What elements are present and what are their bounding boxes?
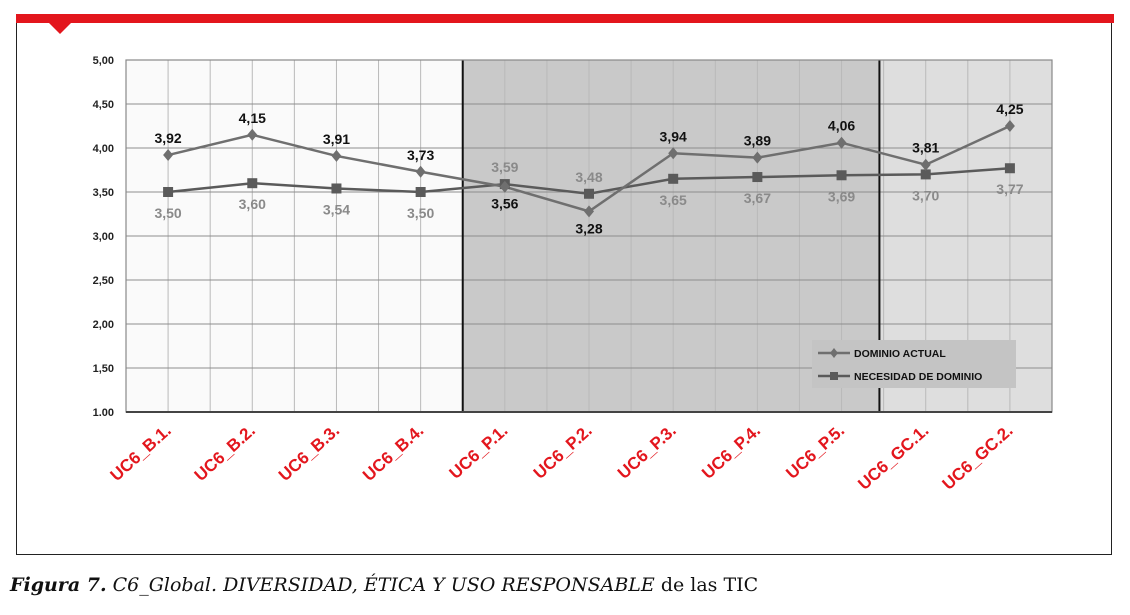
x-tick-label: UC6_P.4. xyxy=(698,421,764,483)
legend-diamond-icon xyxy=(830,348,838,358)
line-chart: 1.00 1,50 2,00 2,50 3,00 3,50 4,00 4,50 5,00 UC6_… xyxy=(93,55,1053,494)
point-necesidad xyxy=(247,178,258,189)
point-necesidad xyxy=(584,188,594,199)
x-tick-label: UC6_P.1. xyxy=(446,421,512,483)
point-dominio xyxy=(752,151,763,164)
y-tick-label: 4,00 xyxy=(93,143,114,155)
data-label-dominio: 3,56 xyxy=(491,196,518,212)
data-label-necesidad: 3,67 xyxy=(744,190,771,206)
point-dominio xyxy=(584,205,594,218)
point-dominio xyxy=(163,149,174,162)
data-label-necesidad: 3,54 xyxy=(323,201,350,217)
y-tick-label: 1.00 xyxy=(93,407,114,419)
data-label-necesidad: 3,50 xyxy=(407,205,434,221)
point-necesidad xyxy=(668,173,679,184)
data-label-dominio: 3,92 xyxy=(154,130,181,146)
y-tick-label: 3,50 xyxy=(93,187,114,199)
point-dominio xyxy=(668,147,679,160)
data-label-necesidad: 3,60 xyxy=(239,196,266,212)
figure-caption: Figura 7. C6_Global. DIVERSIDAD, ÉTICA Y… xyxy=(10,574,758,596)
chart-frame xyxy=(16,23,1112,555)
x-tick-label: UC6_GC.1. xyxy=(854,421,932,494)
point-necesidad xyxy=(331,183,342,194)
figure-title-tail: de las TIC xyxy=(654,574,759,596)
point-necesidad xyxy=(836,170,847,181)
header-red-notch-icon xyxy=(48,22,72,34)
legend-box xyxy=(812,340,1016,388)
data-label-dominio: 4,25 xyxy=(996,101,1023,117)
point-dominio xyxy=(415,165,426,178)
x-tick-label: UC6_P.2. xyxy=(530,421,596,483)
point-necesidad xyxy=(920,169,931,180)
point-dominio xyxy=(499,180,510,193)
point-necesidad xyxy=(1004,163,1015,174)
point-dominio xyxy=(1004,120,1015,132)
x-tick-label: UC6_B.1. xyxy=(107,421,175,485)
x-tick-label: UC6_B.4. xyxy=(359,421,427,485)
figure-label: Figura 7. xyxy=(10,574,107,596)
data-label-dominio: 3,94 xyxy=(660,128,687,144)
point-dominio xyxy=(920,158,931,171)
figure-title: C6_Global. DIVERSIDAD, ÉTICA Y USO RESPO… xyxy=(106,574,655,596)
data-label-dominio: 3,73 xyxy=(407,147,434,163)
point-necesidad xyxy=(415,187,426,197)
data-label-dominio: 3,91 xyxy=(323,131,350,147)
data-label-necesidad: 3,70 xyxy=(912,187,939,203)
legend-square-icon xyxy=(830,372,838,380)
data-label-dominio: 3,81 xyxy=(912,140,939,156)
point-dominio xyxy=(331,149,342,162)
data-label-necesidad: 3,77 xyxy=(996,181,1023,197)
data-label-dominio: 3,89 xyxy=(744,133,771,149)
y-tick-label: 2,50 xyxy=(93,275,114,287)
data-label-necesidad: 3,59 xyxy=(491,159,518,175)
y-tick-label: 4,50 xyxy=(93,99,114,111)
data-label-necesidad: 3,65 xyxy=(660,192,687,208)
x-tick-label: UC6_B.2. xyxy=(191,421,259,485)
header-red-bar xyxy=(16,14,1114,23)
data-label-dominio: 4,15 xyxy=(239,110,266,126)
point-necesidad xyxy=(752,172,763,183)
data-label-necesidad: 3,69 xyxy=(828,188,855,204)
data-label-necesidad: 3,50 xyxy=(154,205,181,221)
y-tick-label: 1,50 xyxy=(93,363,114,375)
data-label-dominio: 4,06 xyxy=(828,118,855,134)
x-tick-label: UC6_P.3. xyxy=(614,421,680,483)
data-label-dominio: 3,28 xyxy=(575,220,602,236)
point-dominio xyxy=(836,136,847,149)
legend-label: NECESIDAD DE DOMINIO xyxy=(854,371,982,383)
x-tick-label: UC6_B.3. xyxy=(275,421,343,485)
y-tick-label: 2,00 xyxy=(93,319,114,331)
x-tick-label: UC6_P.5. xyxy=(782,421,848,483)
y-tick-label: 5,00 xyxy=(93,55,114,67)
point-necesidad xyxy=(163,187,174,197)
legend-label: DOMINIO ACTUAL xyxy=(854,348,946,360)
y-tick-label: 3,00 xyxy=(93,231,114,243)
data-label-necesidad: 3,48 xyxy=(575,169,602,185)
point-dominio xyxy=(247,128,258,141)
x-tick-label: UC6_GC.2. xyxy=(939,421,1017,494)
